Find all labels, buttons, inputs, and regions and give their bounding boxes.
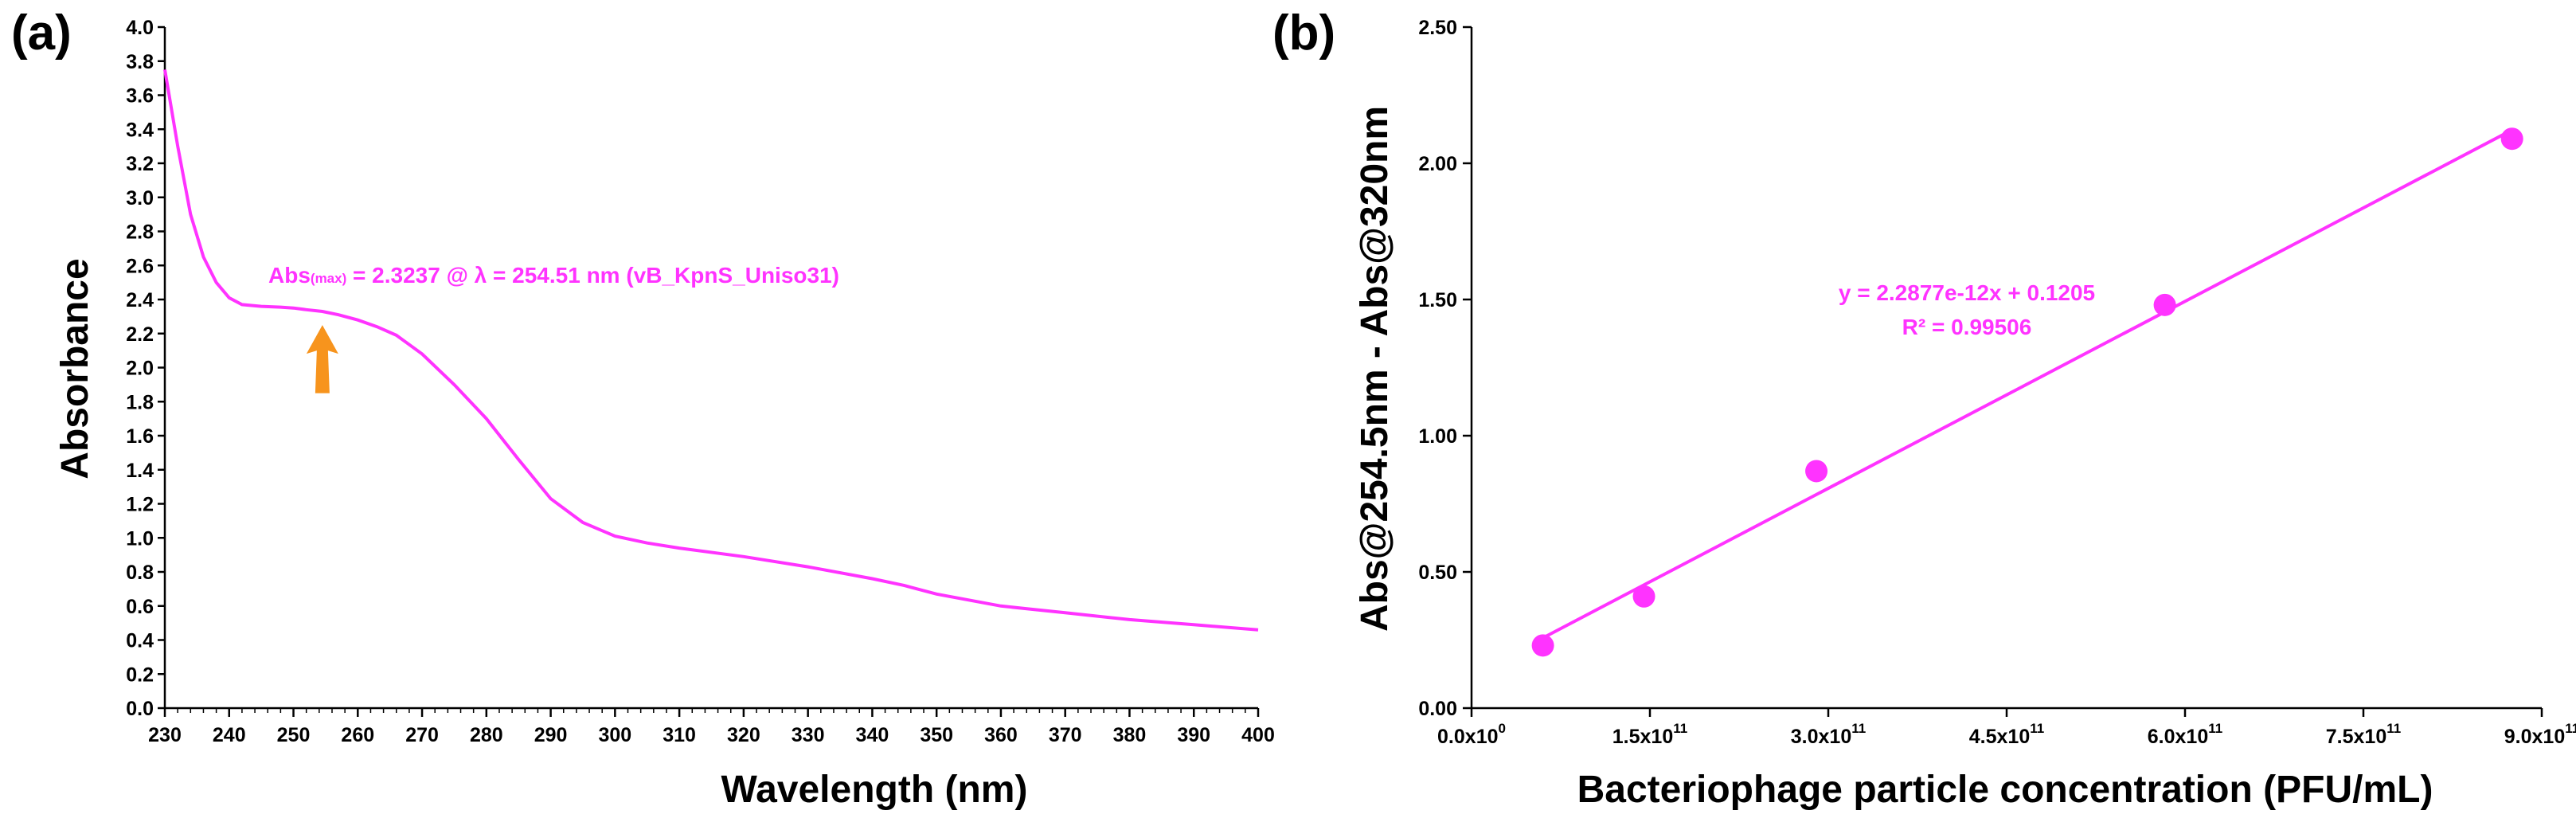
y-tick-label: 4.0: [126, 17, 154, 39]
x-tick-exponent: 11: [1851, 721, 1866, 736]
x-tick-label: 390: [1177, 724, 1210, 746]
x-tick-label: 400: [1241, 724, 1275, 746]
x-tick-label: 340: [856, 724, 889, 746]
y-tick-label: 1.50: [1418, 289, 1457, 311]
x-tick-label: 270: [405, 724, 439, 746]
panel-a-y-axis-title: Absorbance: [54, 258, 96, 479]
x-tick-label: 3.0x1011: [1791, 721, 1866, 748]
y-tick-label: 2.8: [126, 221, 154, 244]
panel-b-calibration-plot: (b) 0.00 0.50 1.00 1.50 2.00 2.50 0.0x100 1.5x…: [1272, 6, 2576, 811]
y-tick-label: 1.2: [126, 494, 154, 516]
panel-a-label: (a): [11, 6, 72, 61]
y-tick-label: 0.2: [126, 664, 154, 686]
panel-b-x-axis-title: Bacteriophage particle concentration (PF…: [1577, 769, 2433, 811]
abs-max-subscript: (max): [311, 271, 346, 286]
y-tick-label: 3.4: [126, 119, 154, 141]
peak-arrow-icon: [306, 325, 338, 393]
x-tick-base: 1.5x10: [1612, 726, 1673, 748]
y-tick-label: 1.4: [126, 460, 154, 482]
x-tick-base: 9.0x10: [2504, 726, 2565, 748]
x-tick-base: 0.0x10: [1437, 726, 1498, 748]
y-tick-label: 0.4: [126, 630, 154, 652]
y-tick-label: 2.4: [126, 289, 154, 311]
y-tick-label: 3.0: [126, 187, 154, 209]
abs-max-text: = 2.3237 @ λ = 254.51 nm (vB_KpnS_Uniso3…: [346, 263, 839, 288]
panel-b-y-axis-title: Abs@254.5nm - Abs@320nm: [1354, 106, 1396, 632]
y-tick-label: 1.8: [126, 391, 154, 413]
y-tick-label: 2.6: [126, 255, 154, 277]
x-tick-label: 280: [470, 724, 503, 746]
y-tick-label: 2.00: [1418, 153, 1457, 175]
data-point: [1531, 634, 1554, 657]
x-tick-label: 9.0x1011: [2504, 721, 2576, 748]
panel-a-x-axis-title: Wavelength (nm): [721, 769, 1028, 811]
x-tick-label: 240: [213, 724, 246, 746]
y-tick-label: 1.00: [1418, 425, 1457, 448]
y-tick-label: 1.0: [126, 527, 154, 550]
r-squared-value: R² = 0.99506: [1902, 315, 2032, 339]
spectrum-line: [163, 69, 1259, 632]
y-tick-label: 1.6: [126, 425, 154, 448]
x-tick-label: 7.5x1011: [2326, 721, 2401, 748]
x-tick-exponent: 0: [1499, 721, 1506, 736]
panel-b-x-axis-ticks: 0.0x100 1.5x1011 3.0x1011 4.5x1011 6.0x1011 7…: [1437, 708, 2576, 748]
panel-a-absorbance-spectrum: (a) 0.0 0.2 0.4 0.6 0.8 1.0 1.2 1.4 1.6 1.8 2.0 2.2…: [11, 6, 1275, 811]
data-point: [1632, 585, 1655, 608]
x-tick-label: 360: [984, 724, 1018, 746]
x-tick-base: 3.0x10: [1791, 726, 1851, 748]
x-tick-label: 290: [534, 724, 568, 746]
x-tick-label: 4.5x1011: [1969, 721, 2044, 748]
panel-a-x-axis-ticks: 230 240 250 260 270 280 290 300 310 320 330 340 350 3…: [148, 708, 1275, 746]
x-tick-label: 6.0x1011: [2148, 721, 2222, 748]
x-tick-exponent: 11: [2386, 721, 2401, 736]
y-tick-label: 2.50: [1418, 17, 1457, 39]
y-tick-label: 0.6: [126, 596, 154, 618]
y-tick-label: 0.50: [1418, 562, 1457, 584]
x-tick-label: 320: [727, 724, 760, 746]
y-tick-label: 2.0: [126, 358, 154, 380]
y-tick-label: 3.8: [126, 51, 154, 73]
y-tick-label: 3.2: [126, 153, 154, 175]
data-point: [1805, 460, 1828, 483]
x-tick-base: 6.0x10: [2148, 726, 2208, 748]
x-tick-exponent: 11: [2565, 721, 2576, 736]
x-tick-exponent: 11: [1673, 721, 1687, 736]
data-point: [2500, 127, 2523, 151]
x-tick-label: 300: [598, 724, 631, 746]
abs-max-prefix: Abs: [268, 263, 311, 288]
x-tick-exponent: 11: [2208, 721, 2222, 736]
y-tick-label: 2.2: [126, 323, 154, 346]
x-tick-label: 330: [792, 724, 825, 746]
x-tick-label: 250: [277, 724, 311, 746]
x-tick-label: 350: [920, 724, 953, 746]
panel-a-y-axis-ticks: 0.0 0.2 0.4 0.6 0.8 1.0 1.2 1.4 1.6 1.8 2.0 2.2 2.4 2…: [126, 17, 165, 720]
x-tick-label: 260: [341, 724, 374, 746]
x-tick-base: 4.5x10: [1969, 726, 2030, 748]
panel-b-y-axis-ticks: 0.00 0.50 1.00 1.50 2.00 2.50: [1418, 17, 1472, 720]
x-tick-label: 230: [148, 724, 182, 746]
data-point: [2153, 293, 2176, 316]
y-tick-label: 0.8: [126, 562, 154, 584]
y-tick-label: 3.6: [126, 85, 154, 108]
x-tick-label: 1.5x1011: [1612, 721, 1687, 748]
x-tick-base: 7.5x10: [2326, 726, 2386, 748]
x-tick-label: 370: [1049, 724, 1082, 746]
panel-b-data-points: [1531, 127, 2523, 657]
regression-equation: y = 2.2877e-12x + 0.1205: [1839, 280, 2095, 305]
y-tick-label: 0.00: [1418, 698, 1457, 720]
y-tick-label: 0.0: [126, 698, 154, 720]
x-tick-label: 310: [663, 724, 696, 746]
panel-b-label: (b): [1272, 6, 1335, 61]
trendline: [1542, 128, 2513, 640]
abs-max-annotation: Abs(max) = 2.3237 @ λ = 254.51 nm (vB_Kp…: [268, 263, 839, 288]
x-tick-exponent: 11: [2030, 721, 2044, 736]
x-tick-label: 0.0x100: [1437, 721, 1506, 748]
x-tick-label: 380: [1113, 724, 1147, 746]
